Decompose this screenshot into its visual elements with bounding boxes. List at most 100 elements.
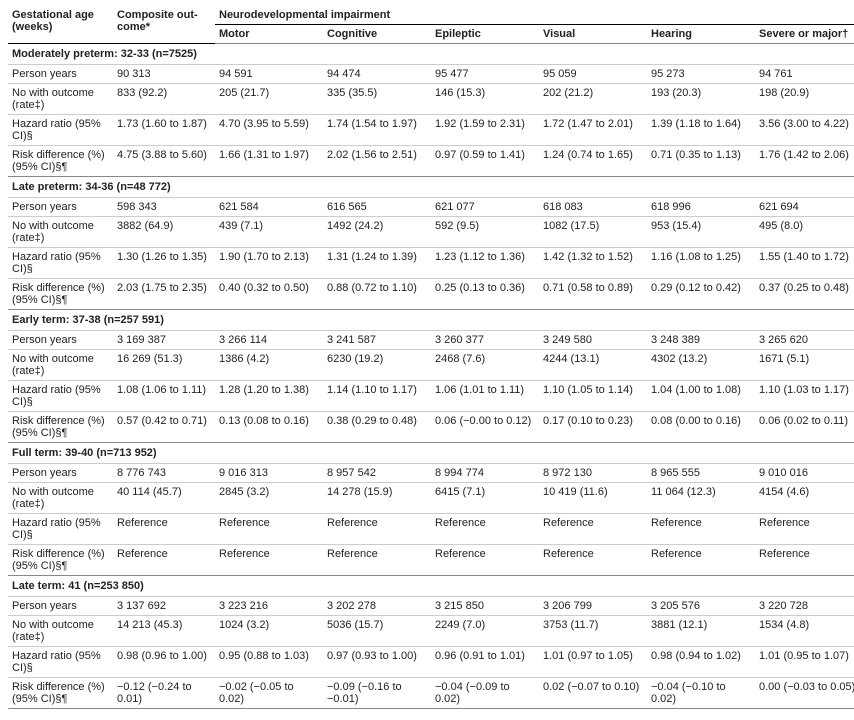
row-label: No with outcome (rate‡) — [8, 616, 113, 647]
cell: 0.71 (0.58 to 0.89) — [539, 279, 647, 310]
col-composite-outcome: Composite out-come* — [113, 6, 215, 44]
cell: 1.16 (1.08 to 1.25) — [647, 248, 755, 279]
cell: 1.23 (1.12 to 1.36) — [431, 248, 539, 279]
cell: 439 (7.1) — [215, 217, 323, 248]
cell: 3 241 587 — [323, 331, 431, 350]
cell: 0.98 (0.94 to 1.02) — [647, 647, 755, 678]
col-cognitive: Cognitive — [323, 25, 431, 44]
cell: Reference — [215, 514, 323, 545]
cell: 0.98 (0.96 to 1.00) — [113, 647, 215, 678]
row-label: Risk difference (%) (95% CI)§¶ — [8, 146, 113, 177]
table-row: Person years3 169 3873 266 1143 241 5873… — [8, 331, 854, 350]
group-title: Late preterm: 34-36 (n=48 772) — [8, 177, 854, 198]
table-row: Risk difference (%) (95% CI)§¶0.57 (0.42… — [8, 412, 854, 443]
cell: 618 996 — [647, 198, 755, 217]
cell: 1.92 (1.59 to 2.31) — [431, 115, 539, 146]
cell: Reference — [431, 545, 539, 576]
row-label: No with outcome (rate‡) — [8, 84, 113, 115]
cell: 0.38 (0.29 to 0.48) — [323, 412, 431, 443]
cell: 2845 (3.2) — [215, 483, 323, 514]
cell: 621 584 — [215, 198, 323, 217]
col-motor: Motor — [215, 25, 323, 44]
cell: 0.13 (0.08 to 0.16) — [215, 412, 323, 443]
table-row: Risk difference (%) (95% CI)§¶ReferenceR… — [8, 545, 854, 576]
cell: 95 273 — [647, 65, 755, 84]
cell: Reference — [539, 514, 647, 545]
cell: 146 (15.3) — [431, 84, 539, 115]
row-label: Person years — [8, 331, 113, 350]
cell: Reference — [113, 514, 215, 545]
row-label: No with outcome (rate‡) — [8, 350, 113, 381]
cell: Reference — [755, 545, 854, 576]
cell: 10 419 (11.6) — [539, 483, 647, 514]
cell: 3 215 850 — [431, 597, 539, 616]
cell: −0.12 (−0.24 to 0.01) — [113, 678, 215, 709]
cell: 1.31 (1.24 to 1.39) — [323, 248, 431, 279]
cell: 0.00 (−0.03 to 0.05) — [755, 678, 854, 709]
cell: 8 776 743 — [113, 464, 215, 483]
table-row: Risk difference (%) (95% CI)§¶4.75 (3.88… — [8, 146, 854, 177]
cell: 1.10 (1.05 to 1.14) — [539, 381, 647, 412]
data-table: Gestational age (weeks) Composite out-co… — [8, 6, 854, 709]
cell: 3 206 799 — [539, 597, 647, 616]
cell: −0.09 (−0.16 to −0.01) — [323, 678, 431, 709]
cell: 1.72 (1.47 to 2.01) — [539, 115, 647, 146]
cell: 1671 (5.1) — [755, 350, 854, 381]
group-title: Moderately preterm: 32-33 (n=7525) — [8, 44, 854, 65]
cell: 202 (21.2) — [539, 84, 647, 115]
cell: −0.04 (−0.10 to 0.02) — [647, 678, 755, 709]
group-header: Early term: 37-38 (n=257 591) — [8, 310, 854, 331]
cell: 8 957 542 — [323, 464, 431, 483]
row-label: Person years — [8, 597, 113, 616]
cell: 0.06 (0.02 to 0.11) — [755, 412, 854, 443]
cell: 618 083 — [539, 198, 647, 217]
cell: 3 205 576 — [647, 597, 755, 616]
table-row: Hazard ratio (95% CI)§1.73 (1.60 to 1.87… — [8, 115, 854, 146]
cell: 0.96 (0.91 to 1.01) — [431, 647, 539, 678]
table-row: Hazard ratio (95% CI)§ReferenceReference… — [8, 514, 854, 545]
cell: 621 694 — [755, 198, 854, 217]
row-label: Person years — [8, 65, 113, 84]
group-header: Late preterm: 34-36 (n=48 772) — [8, 177, 854, 198]
col-gestational-age: Gestational age (weeks) — [8, 6, 113, 44]
cell: 3 169 387 — [113, 331, 215, 350]
cell: 8 994 774 — [431, 464, 539, 483]
cell: Reference — [215, 545, 323, 576]
cell: 6415 (7.1) — [431, 483, 539, 514]
cell: 4.75 (3.88 to 5.60) — [113, 146, 215, 177]
table-row: Person years598 343621 584616 565621 077… — [8, 198, 854, 217]
table-row: Hazard ratio (95% CI)§1.30 (1.26 to 1.35… — [8, 248, 854, 279]
cell: 0.88 (0.72 to 1.10) — [323, 279, 431, 310]
cell: 1.24 (0.74 to 1.65) — [539, 146, 647, 177]
cell: 3 265 620 — [755, 331, 854, 350]
row-label: No with outcome (rate‡) — [8, 483, 113, 514]
row-label: Risk difference (%) (95% CI)§¶ — [8, 279, 113, 310]
cell: 9 016 313 — [215, 464, 323, 483]
cell: 14 213 (45.3) — [113, 616, 215, 647]
table-row: No with outcome (rate‡)833 (92.2)205 (21… — [8, 84, 854, 115]
cell: 90 313 — [113, 65, 215, 84]
cell: Reference — [113, 545, 215, 576]
table-row: No with outcome (rate‡)14 213 (45.3)1024… — [8, 616, 854, 647]
row-label: Risk difference (%) (95% CI)§¶ — [8, 545, 113, 576]
col-epileptic: Epileptic — [431, 25, 539, 44]
group-title: Full term: 39-40 (n=713 952) — [8, 443, 854, 464]
cell: Reference — [539, 545, 647, 576]
cell: 2.03 (1.75 to 2.35) — [113, 279, 215, 310]
cell: 0.08 (0.00 to 0.16) — [647, 412, 755, 443]
cell: Reference — [323, 514, 431, 545]
cell: 598 343 — [113, 198, 215, 217]
table-row: Risk difference (%) (95% CI)§¶2.03 (1.75… — [8, 279, 854, 310]
group-title: Early term: 37-38 (n=257 591) — [8, 310, 854, 331]
table-row: Hazard ratio (95% CI)§0.98 (0.96 to 1.00… — [8, 647, 854, 678]
table-row: Hazard ratio (95% CI)§1.08 (1.06 to 1.11… — [8, 381, 854, 412]
cell: 94 474 — [323, 65, 431, 84]
group-header: Late term: 41 (n=253 850) — [8, 576, 854, 597]
cell: 3 249 580 — [539, 331, 647, 350]
cell: 95 059 — [539, 65, 647, 84]
cell: 40 114 (45.7) — [113, 483, 215, 514]
cell: 3881 (12.1) — [647, 616, 755, 647]
cell: 95 477 — [431, 65, 539, 84]
table-row: Person years8 776 7439 016 3138 957 5428… — [8, 464, 854, 483]
group-header: Full term: 39-40 (n=713 952) — [8, 443, 854, 464]
